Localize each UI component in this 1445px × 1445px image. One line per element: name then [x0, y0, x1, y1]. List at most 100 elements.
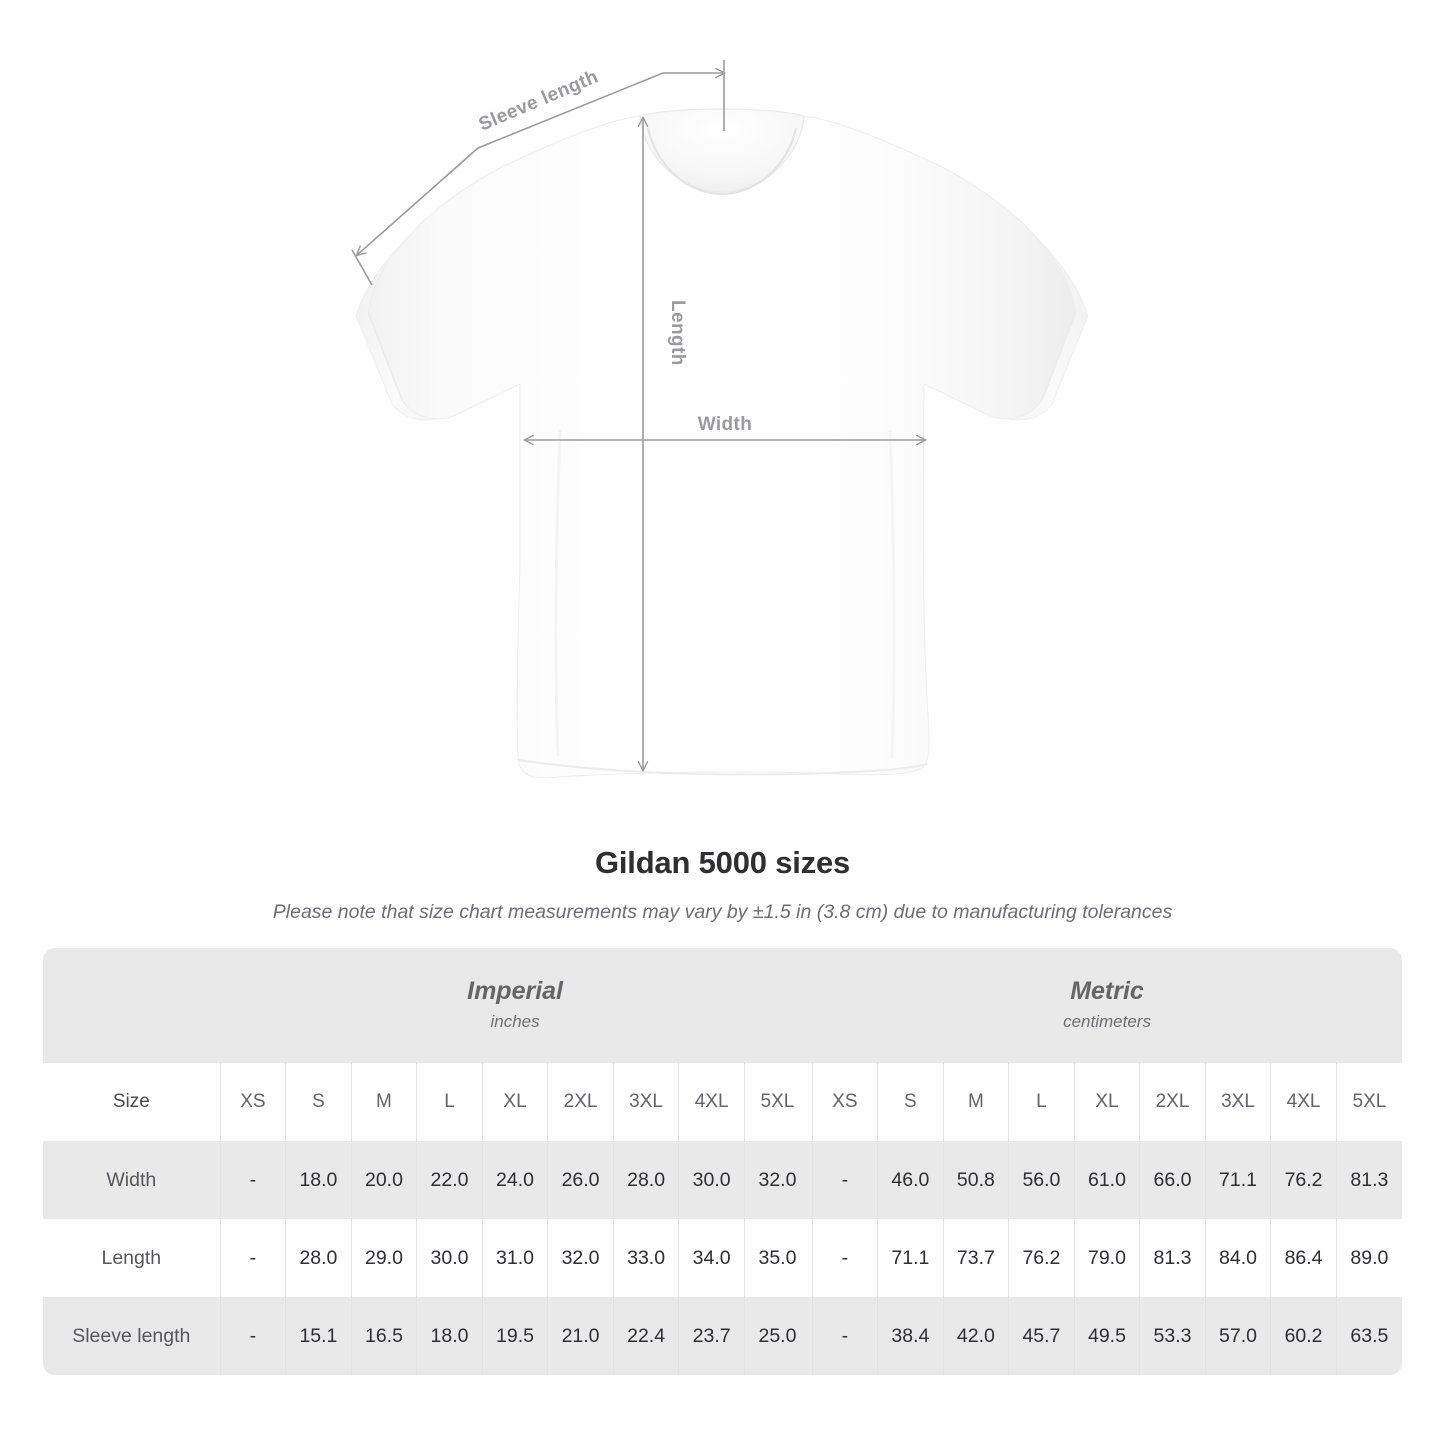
- cell-sleeve-imp-2: 16.5: [350, 1297, 417, 1375]
- cell-length-met-3: 76.2: [1008, 1219, 1075, 1297]
- cell-sleeve-met-2: 42.0: [942, 1297, 1009, 1375]
- cell-sleeve-met-0: -: [811, 1297, 878, 1375]
- cell-width-met-3: 56.0: [1008, 1141, 1075, 1219]
- cell-sleeve-imp-8: 25.0: [743, 1297, 811, 1375]
- imperial-unit-sub: inches: [490, 1011, 540, 1031]
- chart-heading: Gildan 5000 sizes Please note that size …: [0, 845, 1445, 924]
- cell-length-met-0: -: [811, 1219, 878, 1297]
- tshirt-diagram: Sleeve length Length Width: [351, 60, 1089, 779]
- cell-sleeve-imp-4: 19.5: [481, 1297, 548, 1375]
- cell-length-met-8: 89.0: [1335, 1219, 1402, 1297]
- cell-width-gap: [810, 1141, 813, 1219]
- size-header-met-4: XL: [1073, 1063, 1140, 1141]
- size-header-met-0: XS: [811, 1063, 878, 1141]
- cell-width-imp-3: 22.0: [416, 1141, 483, 1219]
- cell-sleeve-imp-7: 23.7: [678, 1297, 745, 1375]
- size-header-imp-3: L: [416, 1063, 483, 1141]
- cell-width-imp-8: 32.0: [743, 1141, 811, 1219]
- size-header-row: Size XS S M L XL 2XL 3XL 4XL 5XL XS S M …: [43, 1063, 1402, 1141]
- cell-sleeve-met-7: 60.2: [1270, 1297, 1337, 1375]
- size-header-imp-2: M: [350, 1063, 417, 1141]
- cell-width-met-0: -: [811, 1141, 878, 1219]
- metric-unit-name: Metric: [1070, 977, 1144, 1006]
- fold-right: [888, 429, 896, 759]
- cell-width-imp-2: 20.0: [350, 1141, 417, 1219]
- size-header-imp-8: 5XL: [743, 1063, 811, 1141]
- cell-width-imp-5: 26.0: [547, 1141, 614, 1219]
- cell-width-met-7: 76.2: [1270, 1141, 1337, 1219]
- metric-unit-sub: centimeters: [1063, 1011, 1151, 1031]
- cell-sleeve-imp-3: 18.0: [416, 1297, 483, 1375]
- cell-length-imp-1: 28.0: [285, 1219, 352, 1297]
- size-header-met-1: S: [877, 1063, 944, 1141]
- cell-sleeve-met-6: 57.0: [1204, 1297, 1271, 1375]
- cell-width-imp-1: 18.0: [285, 1141, 352, 1219]
- cell-sleeve-imp-5: 21.0: [547, 1297, 614, 1375]
- cell-length-imp-7: 34.0: [678, 1219, 745, 1297]
- cell-width-met-5: 66.0: [1139, 1141, 1206, 1219]
- cell-sleeve-imp-1: 15.1: [285, 1297, 352, 1375]
- hem-line: [517, 759, 929, 776]
- size-table-body: Imperial inches Metric centimeters Size …: [43, 948, 1402, 1375]
- cell-length-imp-4: 31.0: [481, 1219, 548, 1297]
- cell-width-imp-4: 24.0: [481, 1141, 548, 1219]
- size-header-imp-6: 3XL: [612, 1063, 679, 1141]
- banner-corner-left: [43, 948, 221, 1063]
- cell-width-met-4: 61.0: [1073, 1141, 1140, 1219]
- left-cuff: [367, 311, 403, 401]
- size-header-met-8: 5XL: [1335, 1063, 1402, 1141]
- table-row: Sleeve length - 15.1 16.5 18.0 19.5 21.0…: [43, 1297, 1402, 1375]
- cell-sleeve-met-5: 53.3: [1139, 1297, 1206, 1375]
- tshirt-silhouette: [355, 108, 1089, 779]
- fold-left: [554, 429, 562, 757]
- cell-length-imp-8: 35.0: [743, 1219, 811, 1297]
- row-label-sleeve-length: Sleeve length: [43, 1297, 221, 1375]
- cell-sleeve-met-8: 63.5: [1335, 1297, 1402, 1375]
- size-header-met-3: L: [1008, 1063, 1075, 1141]
- size-header-imp-1: S: [285, 1063, 352, 1141]
- cell-length-imp-6: 33.0: [612, 1219, 679, 1297]
- size-header-met-2: M: [942, 1063, 1009, 1141]
- cell-length-imp-3: 30.0: [416, 1219, 483, 1297]
- row-label-width: Width: [43, 1141, 221, 1219]
- banner-gap: [810, 948, 813, 1063]
- sleeve-length-arrow: [355, 67, 726, 257]
- size-header-imp-4: XL: [481, 1063, 548, 1141]
- width-label: Width: [698, 414, 753, 435]
- cell-length-imp-5: 32.0: [547, 1219, 614, 1297]
- right-cuff: [1041, 311, 1077, 401]
- size-header-met-6: 3XL: [1204, 1063, 1271, 1141]
- cell-width-imp-0: -: [219, 1141, 286, 1219]
- size-header-met-7: 4XL: [1270, 1063, 1337, 1141]
- cell-width-met-8: 81.3: [1335, 1141, 1402, 1219]
- cell-length-met-5: 81.3: [1139, 1219, 1206, 1297]
- sleeve-tick-left: [351, 249, 373, 286]
- size-chart-table: Imperial inches Metric centimeters Size …: [43, 948, 1402, 1375]
- cell-width-met-1: 46.0: [877, 1141, 944, 1219]
- size-header-gap: [810, 1063, 813, 1141]
- cell-length-met-6: 84.0: [1204, 1219, 1271, 1297]
- cell-length-gap: [810, 1219, 813, 1297]
- table-row: Length - 28.0 29.0 30.0 31.0 32.0 33.0 3…: [43, 1219, 1402, 1297]
- cell-length-met-2: 73.7: [942, 1219, 1009, 1297]
- width-measure: Width: [523, 414, 927, 446]
- page-title: Gildan 5000 sizes: [594, 845, 851, 880]
- unit-banner-row: Imperial inches Metric centimeters: [43, 948, 1402, 1063]
- tshirt-body: [367, 115, 1077, 779]
- row-label-length: Length: [43, 1219, 221, 1297]
- cell-width-imp-6: 28.0: [612, 1141, 679, 1219]
- cell-width-met-2: 50.8: [942, 1141, 1009, 1219]
- cell-sleeve-imp-6: 22.4: [612, 1297, 679, 1375]
- size-header-met-5: 2XL: [1139, 1063, 1206, 1141]
- size-header-imp-5: 2XL: [547, 1063, 614, 1141]
- tolerance-note: Please note that size chart measurements…: [272, 901, 1173, 923]
- cell-sleeve-gap: [810, 1297, 813, 1375]
- cell-length-imp-2: 29.0: [350, 1219, 417, 1297]
- sleeve-length-label: Sleeve length: [476, 66, 602, 135]
- size-header-imp-0: XS: [219, 1063, 286, 1141]
- cell-width-imp-7: 30.0: [678, 1141, 745, 1219]
- cell-length-met-4: 79.0: [1073, 1219, 1140, 1297]
- size-header-imp-7: 4XL: [678, 1063, 745, 1141]
- cell-sleeve-imp-0: -: [219, 1297, 286, 1375]
